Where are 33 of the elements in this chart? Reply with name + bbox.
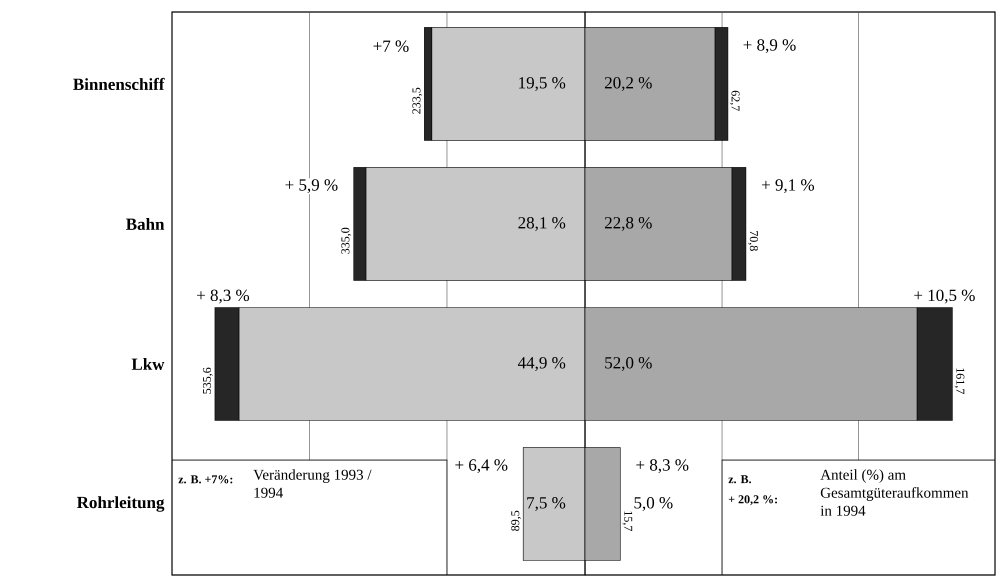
annotation: z. B. +7%: xyxy=(178,475,232,484)
annotation: Veränderung 1993 / 1994 xyxy=(253,469,372,498)
annotation: + 5,9 % xyxy=(285,179,338,194)
annotation: z. B. xyxy=(728,475,752,484)
annotation: + 8,3 % xyxy=(197,290,250,304)
annotation: 233,5 xyxy=(412,88,422,114)
annotation: 7,5 % xyxy=(527,497,566,512)
annotation: 62,7 xyxy=(730,90,740,112)
annotation: 535,6 xyxy=(202,368,213,394)
annotation: 15,7 xyxy=(622,511,632,532)
annotation: 89,5 xyxy=(511,510,521,531)
annotation: 161,7 xyxy=(954,368,964,394)
y-tick-label: Rohrleitung xyxy=(76,496,164,512)
y-tick-label: Lkw xyxy=(132,358,164,370)
annotation: + 9,1 % xyxy=(762,179,814,194)
y-tick-label: Bahn xyxy=(126,218,164,230)
annotation: +7 % xyxy=(374,40,409,52)
annotation: + 6,4 % xyxy=(455,459,508,474)
annotation: 22,8 % xyxy=(604,217,652,232)
annotation: 70,8 xyxy=(748,231,758,251)
y-tick-label: Binnenschiff xyxy=(73,78,165,90)
annotation: + 8,9 % xyxy=(744,39,796,54)
annotation: 52,0 % xyxy=(605,357,652,372)
annotation: Anteil (%) am Gesamtgüteraufkommen in 1994 xyxy=(820,469,968,516)
annotation: 44,9 % xyxy=(518,357,566,372)
annotation: 19,5 % xyxy=(519,77,566,91)
annotation: + 8,3 % xyxy=(636,459,688,474)
annotation: + 20,2 %: xyxy=(728,495,777,506)
annotation: 28,1 % xyxy=(518,217,566,232)
annotation: 335,0 xyxy=(341,228,352,254)
annotation: 20,2 % xyxy=(604,77,652,91)
annotation: 5,0 % xyxy=(634,497,673,512)
annotation: + 10,5 % xyxy=(914,290,975,304)
